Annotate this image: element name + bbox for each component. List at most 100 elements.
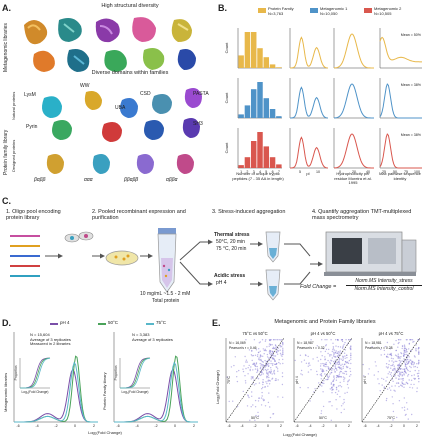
panel-e-point [282,358,284,361]
total-protein-label: Total protein [152,298,180,304]
panel-e-point [342,372,344,374]
panel-e-point [256,368,259,370]
panel-e-point [266,356,269,358]
panel-e-point [268,383,271,385]
panel-e-point [339,367,341,369]
panel-e-point [401,407,403,409]
panel-e-point [407,373,410,376]
panel-e-xlabel: 75°C [387,416,395,420]
panel-e-tick: 2 [416,424,418,428]
panel-d-tick: -2 [154,424,157,428]
panel-e-point [378,383,380,385]
panel-e-point [324,339,326,341]
panel-e-point [267,401,270,404]
panel-e-point [320,358,322,361]
panel-e-point [272,346,275,348]
panel-e-point [342,403,344,405]
panel-e-point [250,376,253,378]
panel-e-point [395,355,398,357]
panel-e-point [265,350,267,352]
domain-sh3 [182,118,200,138]
panel-e-point [307,387,309,389]
panel-b-legend: Protein Family N=3,763 Metagenomic 1 N=10,… [258,6,424,24]
panel-e-point [394,354,397,356]
panel-e-point [262,398,264,400]
panel-b-id-tick: 100 [414,170,420,174]
panel-e-point [245,339,247,341]
panel-e-point [407,375,409,377]
panel-e-point [255,363,258,365]
panel-e-point [342,367,344,369]
panel-e-point [309,364,311,366]
panel-e-point [411,374,413,377]
panel-e-point [258,342,260,344]
panel-e-point [337,385,340,387]
panel-e-point [236,376,238,378]
panel-e-point [259,356,261,358]
panel-e-point [327,366,329,368]
panel-e-point [407,418,409,420]
panel-e-point [401,382,403,385]
acid-tube [265,269,281,301]
panel-e-point [281,355,283,357]
panel-e-point [404,365,407,368]
panel-e-point [394,390,396,392]
panel-e-point [260,371,263,373]
panel-b-hist-bar [263,146,270,168]
panel-b-mean-label: Mean = 50% [401,33,422,37]
panel-e-point [406,358,408,361]
panel-e-point [385,380,387,382]
panel-e-point [337,366,339,368]
panel-e-point [325,369,328,372]
panel-e-point [396,360,398,363]
panel-e-point [328,367,330,369]
panel-b-identity-curve [379,133,422,169]
panel-e-point [336,363,338,365]
panel-e-point [332,389,334,391]
panel-e-point [350,345,352,347]
panel-e-point [337,351,339,353]
panel-e-point [256,371,258,374]
panel-e-point [300,373,302,375]
panel-e-point [328,401,330,403]
panel-e-point [329,401,331,403]
panel-e-point [418,351,420,354]
panel-e-point [309,400,311,402]
panel-e-point [387,373,389,375]
panel-b-charts: Count Mean = 50% Count Mean = 38% Count Mean … [224,28,422,174]
panel-d-charts: -6 -4 -2 0 2 Proportion Log₂(Fold Change) -6 -4 -… [13,332,198,428]
panel-e-point [266,377,268,379]
panel-e-point [388,363,390,366]
panel-e-point [400,360,402,362]
legend-swatch-protein-family [258,8,266,13]
panel-e-point [416,363,418,365]
panel-e-point [278,361,280,364]
panel-e-point [260,359,262,362]
panel-e-point [320,351,322,353]
panel-e-point [267,365,270,368]
panel-e-point [321,355,323,357]
panel-d-right-note: N = 3,383 Average of 3 replicates [132,332,173,342]
panel-e-point [334,352,337,354]
panel-e-point [410,379,413,381]
panel-e-point [258,357,260,359]
panel-e-point [247,367,249,369]
panel-e-point [347,362,350,365]
domain-uba [120,98,138,118]
panel-e-point [325,378,327,381]
panel-e-point [262,373,264,375]
panel-e-point [328,375,330,377]
panel-e-point [325,348,328,351]
panel-e-point [326,375,328,377]
panel-e-point [403,351,406,353]
panel-e-point [256,376,259,379]
panel-e-point [340,367,342,369]
panel-e-point [260,373,263,375]
panel-e-point [344,355,346,357]
panel-e-point [336,361,338,364]
panel-d-density-curve [114,368,198,423]
panel-e-point [257,400,260,402]
panel-b-hist-tick: 4 [259,170,261,174]
panel-e-ylabel: 75°C [227,376,231,384]
